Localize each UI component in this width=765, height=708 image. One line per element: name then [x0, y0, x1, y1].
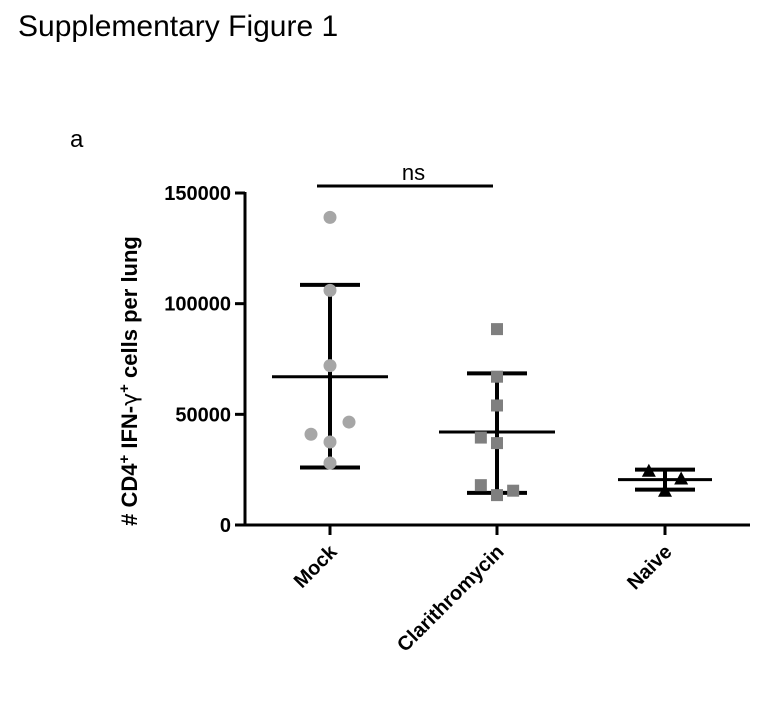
- y-axis-label-part: +: [116, 455, 133, 464]
- data-point: [342, 415, 356, 429]
- data-point: [507, 484, 520, 497]
- y-tick-label: 0: [220, 515, 231, 537]
- data-point: [491, 323, 503, 336]
- y-tick-label: 150000: [164, 183, 231, 205]
- data-point: [323, 210, 337, 224]
- data-point: [323, 359, 337, 373]
- data-point: [641, 463, 656, 477]
- data-point: [323, 456, 337, 470]
- data-point: [491, 437, 503, 450]
- y-axis-label-part: # CD4: [117, 463, 142, 526]
- y-axis-label-part: γ: [118, 393, 143, 406]
- figure-title: Supplementary Figure 1: [18, 10, 339, 43]
- data-point: [491, 370, 503, 383]
- x-tick-label: Naive: [623, 541, 676, 594]
- significance-label: ns: [402, 160, 425, 185]
- data-point: [491, 399, 503, 412]
- x-tick-label: Clarithromycin: [393, 541, 508, 656]
- data-point: [658, 483, 672, 497]
- y-axis-label-part: IFN-: [117, 406, 142, 455]
- y-tick-label: 100000: [164, 294, 231, 316]
- data-point: [674, 471, 689, 485]
- data-point: [474, 479, 487, 492]
- y-axis-label: # CD4+ IFN-γ+ cells per lung: [116, 236, 144, 526]
- panel-label: a: [70, 126, 84, 153]
- y-axis-label-part: +: [116, 384, 133, 393]
- data-point: [474, 431, 487, 444]
- data-point: [304, 427, 318, 441]
- data-point: [323, 435, 337, 449]
- x-tick-label: Mock: [290, 540, 342, 592]
- y-tick-label: 50000: [175, 404, 231, 426]
- data-point: [323, 283, 337, 297]
- data-point: [491, 489, 503, 502]
- y-axis-label-part: cells per lung: [117, 236, 142, 384]
